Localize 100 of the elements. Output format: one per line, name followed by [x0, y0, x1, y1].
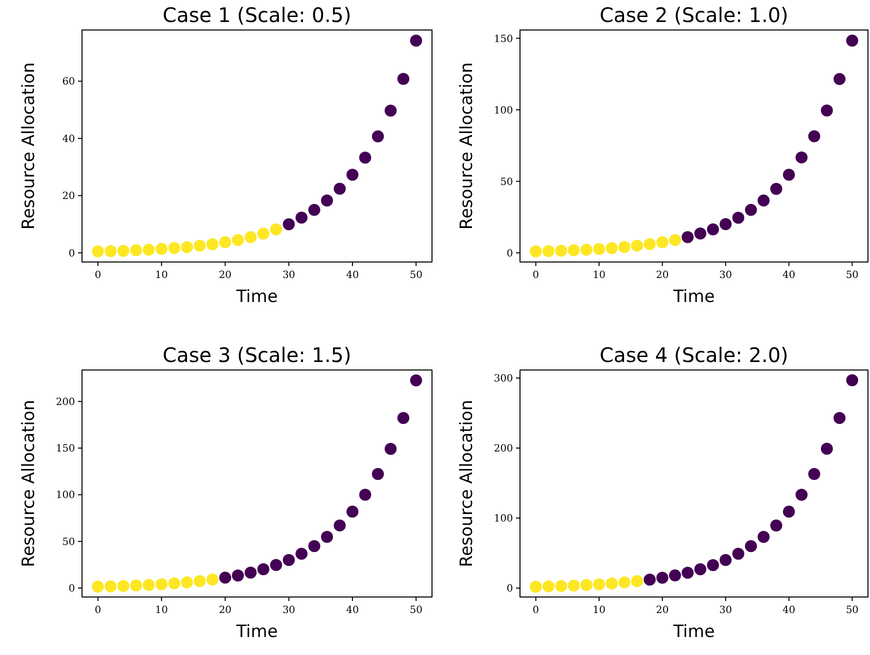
point — [321, 194, 333, 206]
x-tick-label: 30 — [282, 605, 296, 616]
chart-title: Case 2 (Scale: 1.0) — [600, 3, 788, 27]
point — [372, 468, 384, 480]
x-tick-label: 50 — [410, 270, 422, 281]
x-tick-label: 10 — [155, 605, 168, 616]
point — [308, 204, 320, 216]
x-tick-label: 30 — [719, 270, 732, 281]
point — [397, 412, 410, 424]
point — [156, 242, 168, 255]
point — [606, 242, 618, 254]
point — [117, 244, 130, 257]
point — [194, 240, 206, 252]
point — [834, 412, 846, 424]
point — [782, 168, 795, 181]
point — [593, 242, 606, 255]
point — [92, 245, 104, 258]
point — [720, 218, 732, 230]
point — [618, 576, 630, 588]
point — [568, 244, 580, 256]
point — [104, 245, 117, 258]
point — [542, 245, 554, 258]
point — [644, 238, 656, 250]
point — [568, 580, 580, 592]
point — [359, 488, 372, 501]
point — [282, 218, 295, 230]
x-tick-label: 50 — [846, 270, 859, 281]
point — [706, 223, 719, 236]
point — [744, 540, 757, 552]
y-tick-label: 100 — [56, 490, 75, 502]
point — [142, 244, 155, 256]
point — [732, 212, 744, 224]
x-tick-label: 10 — [155, 270, 168, 281]
x-tick-label: 40 — [346, 605, 359, 616]
point — [346, 506, 358, 518]
y-tick-label: 150 — [56, 444, 75, 455]
x-axis-title: Time — [672, 622, 715, 642]
point — [384, 442, 397, 455]
x-axis-title: Time — [235, 622, 278, 642]
y-tick-label: 0 — [68, 584, 75, 595]
x-axis-title: Time — [235, 287, 278, 307]
y-tick-label: 0 — [506, 584, 513, 595]
point — [720, 554, 732, 566]
point — [580, 578, 592, 591]
point — [555, 244, 568, 257]
chart-title: Case 4 (Scale: 2.0) — [600, 343, 788, 367]
point — [606, 577, 618, 590]
point — [206, 238, 218, 250]
point — [346, 168, 358, 181]
point — [820, 104, 833, 117]
point — [194, 575, 206, 588]
point — [142, 578, 155, 591]
point — [758, 530, 770, 543]
x-tick-label: 50 — [846, 605, 859, 616]
y-tick-label: 100 — [494, 514, 513, 525]
y-axis-title: Resource Allocation — [19, 62, 39, 230]
x-tick-label: 20 — [656, 270, 669, 281]
x-tick-label: 40 — [782, 270, 796, 281]
point — [580, 244, 592, 256]
point — [808, 468, 820, 480]
y-tick-label: 300 — [494, 374, 513, 385]
y-tick-label: 150 — [494, 34, 513, 45]
point — [296, 212, 308, 224]
point — [656, 236, 668, 248]
y-tick-label: 20 — [62, 191, 75, 202]
point — [244, 566, 257, 579]
chart-title: Case 1 (Scale: 0.5) — [162, 3, 352, 27]
point — [270, 559, 282, 571]
y-axis-title: Resource Allocation — [19, 400, 39, 568]
point — [232, 569, 244, 582]
point — [631, 240, 644, 252]
chart-title: Case 3 (Scale: 1.5) — [162, 343, 352, 367]
point — [682, 231, 694, 244]
point — [706, 559, 719, 572]
point — [631, 575, 644, 588]
point — [334, 519, 346, 532]
point — [296, 548, 308, 560]
point — [130, 580, 142, 592]
point — [244, 231, 257, 244]
point — [555, 580, 568, 592]
x-tick-label: 0 — [532, 270, 540, 281]
point — [130, 244, 142, 256]
point — [770, 182, 782, 195]
y-tick-label: 50 — [500, 176, 513, 188]
point — [372, 130, 384, 142]
point — [694, 563, 706, 576]
point — [530, 580, 542, 593]
point — [104, 580, 117, 592]
x-tick-label: 10 — [592, 270, 606, 281]
y-tick-label: 60 — [62, 76, 75, 88]
point — [168, 242, 180, 254]
point — [181, 576, 193, 588]
point — [181, 241, 193, 254]
y-tick-label: 40 — [62, 134, 75, 145]
point — [219, 572, 232, 584]
y-tick-label: 50 — [62, 536, 75, 548]
point — [758, 194, 770, 206]
point — [618, 240, 630, 253]
point — [796, 151, 808, 164]
point — [334, 182, 346, 195]
